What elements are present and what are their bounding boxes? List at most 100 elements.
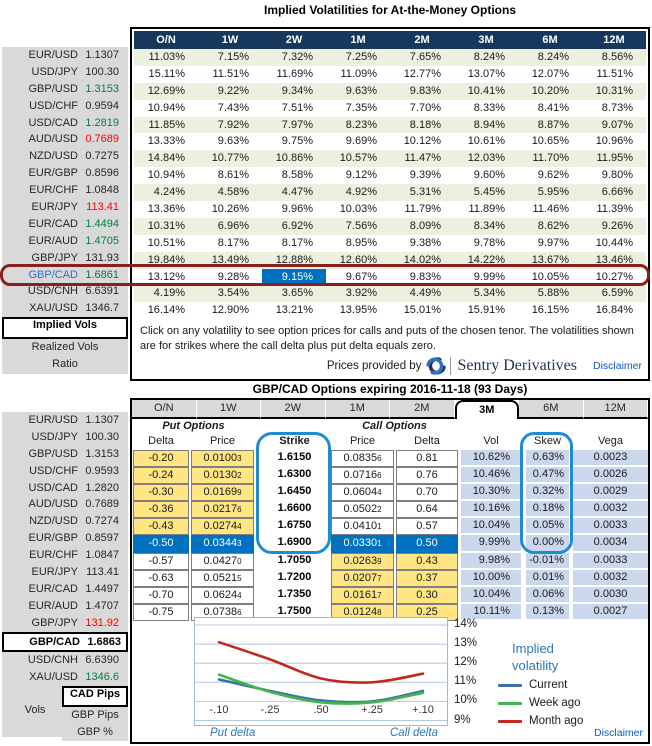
vol-cell[interactable]: 8.41% [537, 101, 569, 114]
vol-cell[interactable]: 13.12% [147, 270, 185, 283]
vol-cell[interactable]: 10.31% [147, 219, 185, 232]
pair-row[interactable]: USD/CNH 6.6390 [2, 652, 128, 669]
vol-cell[interactable]: 16.15% [531, 304, 569, 317]
vol-cell[interactable]: 7.65% [409, 51, 441, 63]
vol-cell[interactable]: 7.51% [281, 101, 313, 114]
vol-cell[interactable]: 8.09% [409, 219, 441, 232]
vol-cell[interactable]: 14.02% [403, 253, 441, 266]
pair-row[interactable]: AUD/USD 0.7689 [2, 496, 128, 513]
pair-row[interactable]: AUD/USD 0.7689 [2, 131, 128, 148]
pair-row[interactable]: XAU/USD 1346.6 [2, 669, 128, 686]
cadpips-button[interactable]: CAD Pips [62, 686, 128, 708]
disclaimer-link[interactable]: Disclaimer [592, 360, 642, 372]
vol-cell[interactable]: 9.63% [345, 84, 377, 97]
pair-row[interactable]: EUR/JPY 113.41 [2, 564, 128, 581]
vol-cell[interactable]: 13.21% [275, 304, 313, 317]
vol-cell[interactable]: 10.27% [595, 270, 633, 283]
vol-cell[interactable]: 10.26% [211, 203, 249, 216]
vol-cell[interactable]: 12.69% [147, 84, 185, 97]
vol-cell[interactable]: 13.67% [531, 253, 569, 266]
pair-row[interactable]: EUR/USD 1.1307 [2, 412, 128, 429]
vol-cell[interactable]: 9.38% [409, 236, 441, 249]
vol-cell[interactable]: 10.86% [275, 152, 313, 165]
vol-cell[interactable]: 12.77% [403, 67, 441, 80]
pair-row[interactable]: EUR/GBP 0.8597 [2, 530, 128, 547]
vol-cell[interactable]: 8.87% [537, 118, 569, 131]
vol-cell[interactable]: 10.31% [595, 84, 633, 97]
vol-cell[interactable]: 16.84% [595, 304, 633, 317]
vol-cell[interactable]: 10.05% [531, 270, 569, 283]
vol-cell[interactable]: 9.60% [473, 169, 505, 182]
vol-cell[interactable]: 5.95% [537, 186, 569, 199]
tab-12m[interactable]: 12M [583, 400, 648, 419]
vol-cell[interactable]: 7.35% [345, 101, 377, 114]
vol-cell[interactable]: 9.99% [473, 270, 505, 283]
vol-cell[interactable]: 10.57% [339, 152, 377, 165]
pair-row[interactable]: USD/CAD 1.2820 [2, 480, 128, 497]
vol-cell[interactable]: 7.70% [409, 101, 441, 114]
pair-row[interactable]: USD/JPY 100.30 [2, 429, 128, 446]
vol-cell[interactable]: 15.11% [148, 67, 186, 80]
vol-cell[interactable]: 4.19% [153, 287, 185, 300]
vol-cell[interactable]: 9.96% [281, 203, 313, 216]
pair-row[interactable]: EUR/CHF 1.0847 [2, 547, 128, 564]
vol-cell[interactable]: 8.61% [217, 169, 249, 182]
vol-cell[interactable]: 4.24% [153, 186, 185, 199]
vol-cell[interactable]: 9.83% [409, 84, 441, 97]
vol-cell[interactable]: 11.03% [148, 51, 186, 63]
vol-cell[interactable]: 8.62% [537, 219, 569, 232]
vol-cell[interactable]: 12.90% [211, 304, 249, 317]
vol-cell[interactable]: 5.31% [409, 186, 441, 199]
vol-cell[interactable]: 7.56% [345, 219, 377, 232]
pair-row[interactable]: EUR/JPY 113.41 [2, 199, 128, 216]
vol-cell[interactable]: 9.07% [601, 118, 633, 131]
vol-cell[interactable]: 3.65% [281, 287, 313, 300]
vol-cell[interactable]: 6.66% [601, 186, 633, 199]
tab-2m[interactable]: 2M [390, 400, 455, 419]
vol-cell[interactable]: 9.28% [217, 270, 249, 283]
vol-cell[interactable]: 6.92% [281, 219, 313, 232]
vol-cell[interactable]: 5.34% [473, 287, 505, 300]
vol-cell[interactable]: 3.54% [217, 287, 249, 300]
pair-row[interactable]: EUR/CAD 1.4494 [2, 216, 128, 233]
pair-row[interactable]: USD/CHF 0.9594 [2, 98, 128, 115]
vol-cell[interactable]: 7.97% [281, 118, 313, 131]
vol-cell[interactable]: 3.92% [345, 287, 377, 300]
vol-cell[interactable]: 8.94% [473, 118, 505, 131]
vol-cell[interactable]: 8.95% [345, 236, 377, 249]
vol-cell[interactable]: 11.95% [596, 152, 634, 165]
vol-cell[interactable]: 15.91% [467, 304, 505, 317]
pair-row[interactable]: NZD/USD 0.7275 [2, 148, 128, 165]
vol-cell[interactable]: 7.92% [217, 118, 249, 131]
vol-cell[interactable]: 10.03% [339, 203, 377, 216]
vol-cell[interactable]: 10.20% [531, 84, 569, 97]
vol-cell[interactable]: 11.46% [532, 203, 570, 216]
vol-cell[interactable]: 8.23% [345, 118, 377, 131]
vol-cell[interactable]: 9.75% [281, 135, 313, 148]
vol-cell[interactable]: 19.84% [147, 253, 185, 266]
pair-row[interactable]: USD/CNH 6.6391 [2, 283, 128, 300]
pair-row[interactable]: EUR/AUD 1.4705 [2, 233, 128, 250]
vol-cell[interactable]: 15.01% [403, 304, 441, 317]
pair-row[interactable]: EUR/CAD 1.4497 [2, 581, 128, 598]
vol-cell[interactable]: 7.25% [345, 51, 377, 63]
disclaimer-link[interactable]: Disclaimer [593, 727, 643, 739]
vol-cell[interactable]: 4.47% [281, 186, 313, 199]
tab-1w[interactable]: 1W [196, 400, 261, 419]
gbppips-button[interactable]: GBP Pips [62, 707, 128, 725]
vol-cell[interactable]: 7.15% [217, 51, 249, 63]
vol-cell[interactable]: 11.70% [532, 152, 570, 165]
vol-cell[interactable]: 11.51% [212, 67, 250, 80]
ratio-button[interactable]: Ratio [2, 356, 128, 374]
gbp-button[interactable]: GBP % [62, 724, 128, 742]
vol-cell[interactable]: 9.12% [345, 169, 377, 182]
vol-cell[interactable]: 10.94% [147, 101, 185, 114]
vol-cell[interactable]: 12.07% [531, 67, 569, 80]
vol-cell[interactable]: 16.14% [147, 304, 185, 317]
vol-cell[interactable]: 8.56% [601, 51, 633, 63]
vol-cell[interactable]: 12.88% [275, 253, 313, 266]
tab-on[interactable]: O/N [132, 400, 197, 419]
vol-cell[interactable]: 11.85% [148, 118, 186, 131]
vol-cell[interactable]: 13.36% [147, 203, 185, 216]
vol-cell[interactable]: 10.12% [403, 135, 441, 148]
